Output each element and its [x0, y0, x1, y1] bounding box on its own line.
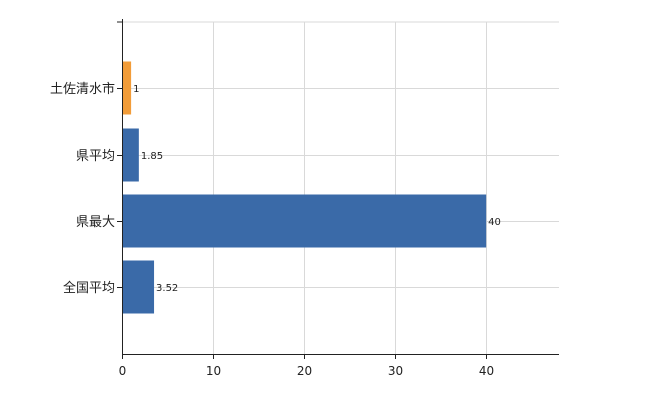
- data-label-2: 40: [488, 217, 501, 228]
- bars: [122, 61, 487, 314]
- bar-1: [122, 128, 139, 182]
- data-labels: 1 1.85 40 3.52: [133, 84, 501, 294]
- category-label-0: 土佐清水市: [50, 81, 115, 97]
- x-tick-label-0: 0: [119, 364, 127, 378]
- category-label-3: 全国平均: [63, 280, 115, 296]
- x-tick-label-1: 10: [206, 364, 221, 378]
- bar-0: [122, 61, 132, 115]
- x-tick-label-2: 20: [297, 364, 312, 378]
- x-tick-label-4: 40: [479, 364, 494, 378]
- data-label-3: 3.52: [156, 283, 178, 294]
- gridlines: [122, 21, 559, 354]
- data-label-0: 1: [133, 84, 139, 95]
- bar-3: [122, 260, 155, 314]
- bar-2: [122, 194, 487, 248]
- x-tick-label-3: 30: [388, 364, 403, 378]
- category-label-1: 県平均: [76, 149, 115, 164]
- category-label-2: 県最大: [76, 215, 115, 230]
- data-label-1: 1.85: [141, 151, 163, 162]
